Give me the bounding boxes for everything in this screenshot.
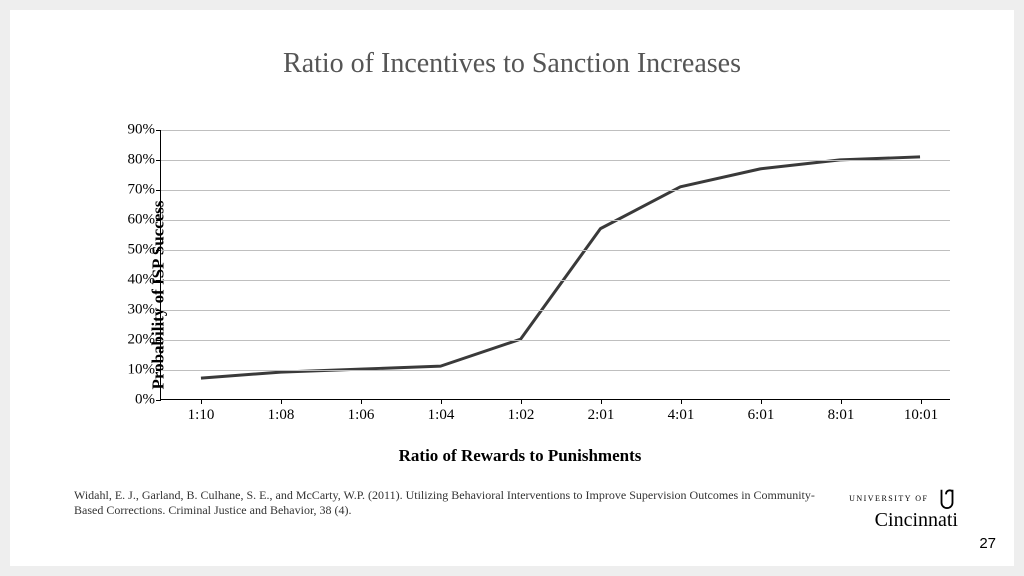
x-tick-mark: [521, 399, 522, 404]
y-tick-label: 70%: [128, 182, 156, 199]
logo-mark-icon: [936, 487, 958, 511]
y-tick-mark: [156, 220, 161, 221]
x-tick-mark: [361, 399, 362, 404]
gridline: [161, 190, 950, 191]
x-tick-mark: [201, 399, 202, 404]
y-tick-mark: [156, 250, 161, 251]
gridline: [161, 310, 950, 311]
y-tick-mark: [156, 310, 161, 311]
line-series: [161, 130, 950, 399]
x-tick-label: 1:08: [268, 407, 295, 424]
y-tick-label: 90%: [128, 122, 156, 139]
gridline: [161, 340, 950, 341]
x-tick-label: 6:01: [748, 407, 775, 424]
x-tick-mark: [841, 399, 842, 404]
gridline: [161, 160, 950, 161]
x-tick-label: 4:01: [668, 407, 695, 424]
gridline: [161, 280, 950, 281]
citation-text: Widahl, E. J., Garland, B. Culhane, S. E…: [74, 488, 834, 518]
y-tick-mark: [156, 130, 161, 131]
gridline: [161, 250, 950, 251]
x-tick-label: 2:01: [588, 407, 615, 424]
x-tick-label: 1:10: [188, 407, 215, 424]
plot-area: 0%10%20%30%40%50%60%70%80%90%1:101:081:0…: [160, 130, 950, 400]
x-tick-mark: [761, 399, 762, 404]
gridline: [161, 130, 950, 131]
y-tick-mark: [156, 370, 161, 371]
y-tick-label: 60%: [128, 212, 156, 229]
y-tick-label: 80%: [128, 152, 156, 169]
x-axis-label: Ratio of Rewards to Punishments: [399, 446, 642, 466]
y-tick-label: 50%: [128, 242, 156, 259]
gridline: [161, 370, 950, 371]
university-logo: UNIVERSITY OF Cincinnati: [849, 487, 958, 532]
x-tick-label: 8:01: [828, 407, 855, 424]
x-tick-label: 1:02: [508, 407, 535, 424]
x-tick-mark: [681, 399, 682, 404]
y-tick-label: 30%: [128, 302, 156, 319]
page-number: 27: [979, 535, 996, 552]
gridline: [161, 220, 950, 221]
y-tick-label: 20%: [128, 332, 156, 349]
chart: Probability of ISP Success 0%10%20%30%40…: [70, 130, 970, 460]
y-tick-label: 10%: [128, 362, 156, 379]
slide: Ratio of Incentives to Sanction Increase…: [10, 10, 1014, 566]
y-tick-mark: [156, 340, 161, 341]
y-tick-mark: [156, 400, 161, 401]
x-tick-label: 10:01: [904, 407, 938, 424]
y-tick-mark: [156, 280, 161, 281]
logo-small-label: UNIVERSITY OF: [849, 494, 928, 503]
x-tick-mark: [921, 399, 922, 404]
logo-small-text: UNIVERSITY OF: [849, 487, 958, 511]
x-tick-mark: [441, 399, 442, 404]
x-tick-mark: [281, 399, 282, 404]
x-tick-mark: [601, 399, 602, 404]
logo-big-text: Cincinnati: [849, 509, 958, 532]
slide-title: Ratio of Incentives to Sanction Increase…: [10, 10, 1014, 80]
x-tick-label: 1:04: [428, 407, 455, 424]
y-tick-mark: [156, 190, 161, 191]
y-tick-mark: [156, 160, 161, 161]
x-tick-label: 1:06: [348, 407, 375, 424]
y-tick-label: 40%: [128, 272, 156, 289]
y-tick-label: 0%: [135, 392, 155, 409]
